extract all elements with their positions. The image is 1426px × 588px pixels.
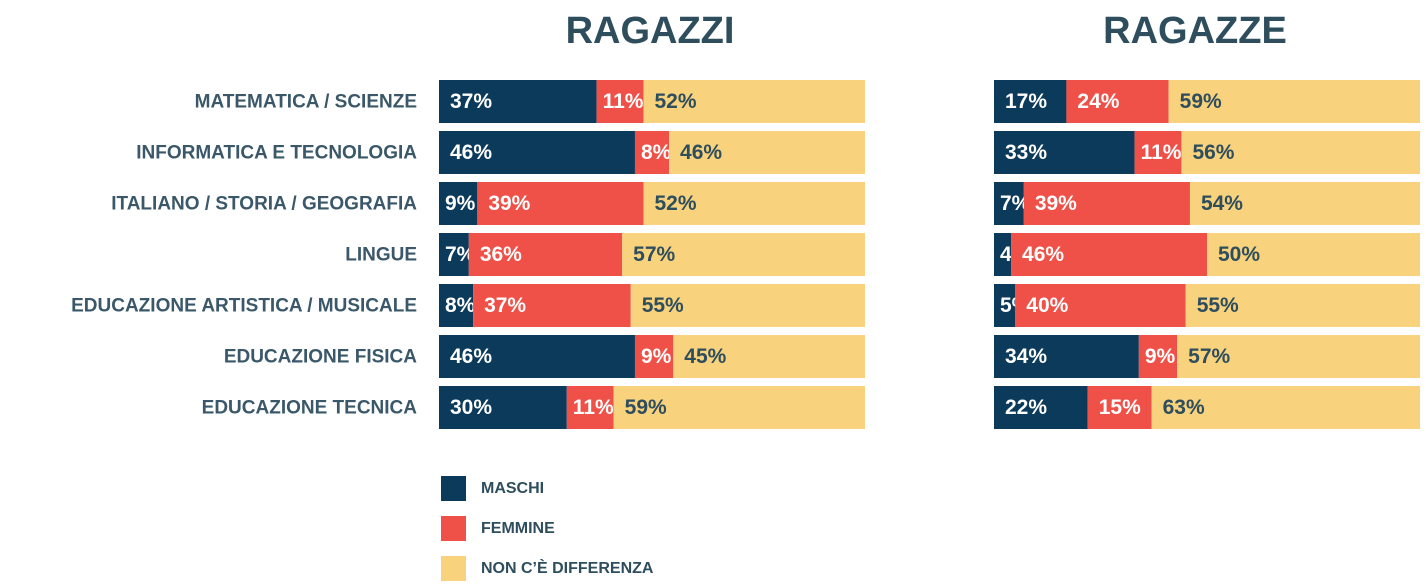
- bar-segment: [994, 182, 1024, 225]
- bar-segment: [1023, 182, 1190, 225]
- data-label: 52%: [654, 90, 696, 113]
- chart-title: RAGAZZE: [1103, 10, 1287, 52]
- data-label: 8%: [641, 141, 672, 164]
- data-label: 37%: [484, 294, 526, 317]
- bar-segment: [1138, 335, 1178, 378]
- data-label: 15%: [1099, 396, 1141, 419]
- bar-segment: [630, 284, 865, 327]
- data-label: 22%: [1005, 396, 1047, 419]
- bar-segment: [477, 182, 644, 225]
- bar-segment: [439, 131, 635, 174]
- legend-label: FEMMINE: [481, 520, 555, 537]
- data-label: 9%: [641, 345, 672, 368]
- data-label: 9%: [1145, 345, 1176, 368]
- bar-segment: [622, 233, 865, 276]
- data-label: 24%: [1077, 90, 1119, 113]
- data-label: 36%: [480, 243, 522, 266]
- category-label: EDUCAZIONE ARTISTICA / MUSICALE: [71, 296, 417, 317]
- bar-segment: [439, 335, 635, 378]
- data-label: 50%: [1218, 243, 1260, 266]
- data-label: 45%: [684, 345, 726, 368]
- data-label: 8%: [445, 294, 476, 317]
- bar-segment: [634, 131, 670, 174]
- data-label: 57%: [1188, 345, 1230, 368]
- data-label: 63%: [1163, 396, 1205, 419]
- category-label: INFORMATICA E TECNOLOGIA: [136, 143, 417, 164]
- bar-segment: [1011, 233, 1207, 276]
- bar-segment: [994, 233, 1012, 276]
- bar-segment: [1151, 386, 1420, 429]
- data-label: 54%: [1201, 192, 1243, 215]
- data-label: 17%: [1005, 90, 1047, 113]
- bar-segment: [439, 386, 567, 429]
- data-label: 33%: [1005, 141, 1047, 164]
- bar-segment: [439, 182, 478, 225]
- data-label: 34%: [1005, 345, 1047, 368]
- data-label: 46%: [1022, 243, 1064, 266]
- data-label: 39%: [1035, 192, 1077, 215]
- bar-segment: [1168, 80, 1420, 123]
- data-label: 40%: [1026, 294, 1068, 317]
- bar-segment: [439, 284, 474, 327]
- data-label: 46%: [450, 141, 492, 164]
- bar-segment: [1177, 335, 1420, 378]
- bar-segment: [673, 335, 865, 378]
- data-label: 55%: [1197, 294, 1239, 317]
- data-label: 46%: [450, 345, 492, 368]
- data-label: 55%: [642, 294, 684, 317]
- legend-swatch: [441, 476, 466, 501]
- bar-segment: [1207, 233, 1420, 276]
- bar-segment: [596, 80, 644, 123]
- bar-segment: [643, 182, 865, 225]
- bar-segment: [473, 284, 631, 327]
- legend-label: MASCHI: [481, 480, 544, 497]
- category-label: LINGUE: [345, 245, 417, 266]
- data-label: 52%: [654, 192, 696, 215]
- chart-title: RAGAZZI: [566, 10, 735, 52]
- bar-segment: [994, 80, 1067, 123]
- legend-swatch: [441, 516, 466, 541]
- data-label: 11%: [603, 90, 644, 113]
- bar-segment: [1134, 131, 1182, 174]
- data-label: 7%: [1000, 192, 1031, 215]
- bar-segment: [1066, 80, 1169, 123]
- bar-segment: [468, 233, 623, 276]
- legend-label: NON C’È DIFFERENZA: [481, 558, 654, 577]
- data-label: 7%: [445, 243, 476, 266]
- data-label: 57%: [633, 243, 675, 266]
- category-label: EDUCAZIONE FISICA: [224, 347, 417, 368]
- bar-segment: [643, 80, 865, 123]
- data-label: 39%: [488, 192, 530, 215]
- bar-segment: [994, 386, 1088, 429]
- bar-segment: [439, 80, 597, 123]
- data-label: 46%: [680, 141, 722, 164]
- bar-segment: [994, 335, 1139, 378]
- bar-segment: [1015, 284, 1186, 327]
- data-label: 56%: [1192, 141, 1234, 164]
- data-label: 59%: [625, 396, 667, 419]
- data-label: 9%: [445, 192, 476, 215]
- bar-segment: [994, 284, 1016, 327]
- bar-segment: [994, 131, 1135, 174]
- bar-segment: [634, 335, 674, 378]
- bar-segment: [1189, 182, 1420, 225]
- bar-segment: [1185, 284, 1420, 327]
- data-label: 59%: [1180, 90, 1222, 113]
- data-label: 11%: [1141, 141, 1182, 164]
- data-label: 37%: [450, 90, 492, 113]
- category-label: ITALIANO / STORIA / GEOGRAFIA: [111, 194, 417, 215]
- data-label: 30%: [450, 396, 492, 419]
- bar-segment: [1087, 386, 1152, 429]
- bar-segment: [566, 386, 614, 429]
- bar-segment: [1181, 131, 1420, 174]
- data-label: 11%: [573, 396, 614, 419]
- bar-segment: [613, 386, 865, 429]
- bar-segment: [669, 131, 865, 174]
- category-label: MATEMATICA / SCIENZE: [195, 92, 417, 113]
- bar-segment: [439, 233, 469, 276]
- category-label: EDUCAZIONE TECNICA: [202, 398, 418, 419]
- legend-swatch: [441, 556, 466, 581]
